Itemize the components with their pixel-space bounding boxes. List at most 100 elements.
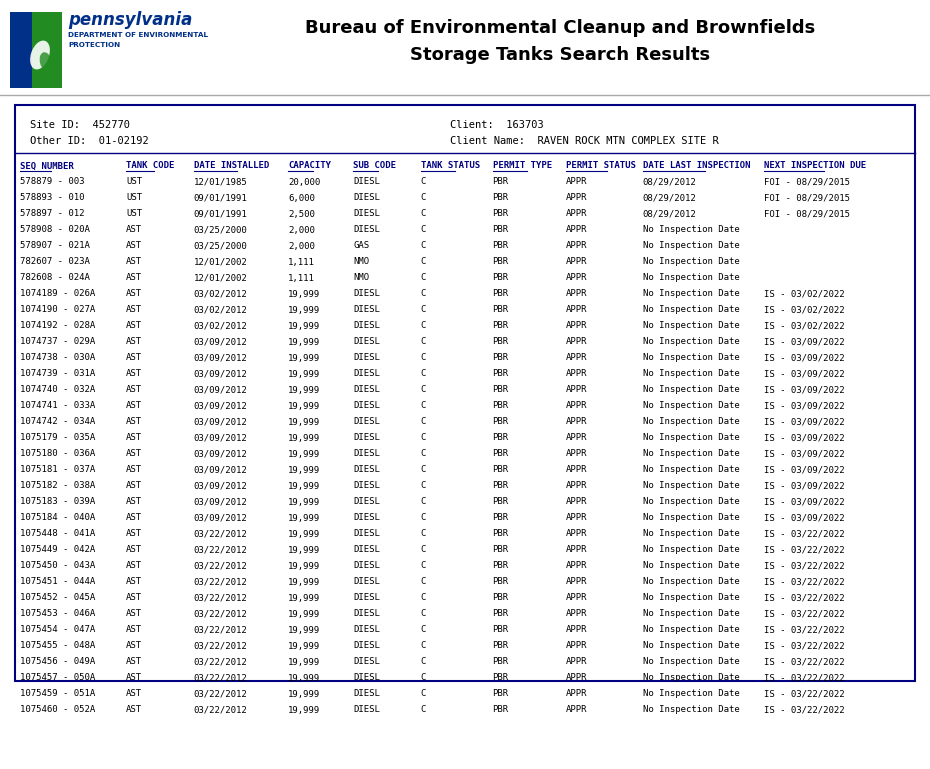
- Text: Storage Tanks Search Results: Storage Tanks Search Results: [410, 46, 711, 64]
- Text: 03/22/2012: 03/22/2012: [193, 610, 247, 618]
- Text: C: C: [420, 465, 426, 474]
- Text: AST: AST: [126, 418, 142, 427]
- Text: IS - 03/09/2022: IS - 03/09/2022: [764, 481, 845, 491]
- Text: AST: AST: [126, 305, 142, 315]
- Text: PBR: PBR: [493, 369, 509, 378]
- Text: PBR: PBR: [493, 690, 509, 698]
- Text: AST: AST: [126, 610, 142, 618]
- Text: APPR: APPR: [566, 674, 588, 683]
- Text: APPR: APPR: [566, 178, 588, 187]
- Text: DIESL: DIESL: [353, 625, 379, 634]
- Text: No Inspection Date: No Inspection Date: [643, 594, 739, 602]
- Text: AST: AST: [126, 274, 142, 282]
- Text: C: C: [420, 194, 426, 202]
- Text: No Inspection Date: No Inspection Date: [643, 514, 739, 522]
- Text: IS - 03/22/2022: IS - 03/22/2022: [764, 594, 845, 602]
- Text: No Inspection Date: No Inspection Date: [643, 289, 739, 298]
- Text: C: C: [420, 225, 426, 235]
- Text: C: C: [420, 338, 426, 347]
- Text: C: C: [420, 354, 426, 362]
- Text: 1074189 - 026A: 1074189 - 026A: [20, 289, 95, 298]
- Text: 03/22/2012: 03/22/2012: [193, 545, 247, 554]
- Text: No Inspection Date: No Inspection Date: [643, 305, 739, 315]
- Text: PBR: PBR: [493, 434, 509, 442]
- Text: IS - 03/09/2022: IS - 03/09/2022: [764, 450, 845, 458]
- Text: 08/29/2012: 08/29/2012: [643, 209, 697, 218]
- Text: 03/09/2012: 03/09/2012: [193, 354, 247, 362]
- Text: No Inspection Date: No Inspection Date: [643, 354, 739, 362]
- Text: AST: AST: [126, 321, 142, 331]
- Text: No Inspection Date: No Inspection Date: [643, 625, 739, 634]
- Text: No Inspection Date: No Inspection Date: [643, 578, 739, 587]
- Text: 03/02/2012: 03/02/2012: [193, 289, 247, 298]
- Text: PBR: PBR: [493, 674, 509, 683]
- Text: AST: AST: [126, 545, 142, 554]
- Text: IS - 03/09/2022: IS - 03/09/2022: [764, 514, 845, 522]
- Text: 782608 - 024A: 782608 - 024A: [20, 274, 90, 282]
- Text: AST: AST: [126, 465, 142, 474]
- Text: 578879 - 003: 578879 - 003: [20, 178, 85, 187]
- Text: 03/25/2000: 03/25/2000: [193, 225, 247, 235]
- Text: PBR: PBR: [493, 625, 509, 634]
- Text: 19,999: 19,999: [288, 465, 321, 474]
- Text: 19,999: 19,999: [288, 625, 321, 634]
- Text: 19,999: 19,999: [288, 545, 321, 554]
- Text: No Inspection Date: No Inspection Date: [643, 545, 739, 554]
- Text: 03/25/2000: 03/25/2000: [193, 241, 247, 251]
- Text: 1075449 - 042A: 1075449 - 042A: [20, 545, 95, 554]
- Text: PBR: PBR: [493, 450, 509, 458]
- Text: PROTECTION: PROTECTION: [68, 42, 120, 48]
- Text: DIESL: DIESL: [353, 385, 379, 394]
- Text: DEPARTMENT OF ENVIRONMENTAL: DEPARTMENT OF ENVIRONMENTAL: [68, 32, 208, 38]
- Text: 1075184 - 040A: 1075184 - 040A: [20, 514, 95, 522]
- Text: C: C: [420, 289, 426, 298]
- Text: IS - 03/02/2022: IS - 03/02/2022: [764, 305, 845, 315]
- Text: PBR: PBR: [493, 194, 509, 202]
- Text: No Inspection Date: No Inspection Date: [643, 561, 739, 571]
- Text: C: C: [420, 418, 426, 427]
- Text: No Inspection Date: No Inspection Date: [643, 657, 739, 667]
- Text: 09/01/1991: 09/01/1991: [193, 194, 247, 202]
- Text: DATE LAST INSPECTION: DATE LAST INSPECTION: [643, 161, 751, 171]
- Text: DIESL: DIESL: [353, 321, 379, 331]
- Text: 03/22/2012: 03/22/2012: [193, 594, 247, 602]
- Text: APPR: APPR: [566, 209, 588, 218]
- Text: No Inspection Date: No Inspection Date: [643, 434, 739, 442]
- Text: PBR: PBR: [493, 401, 509, 411]
- Text: C: C: [420, 690, 426, 698]
- Text: APPR: APPR: [566, 305, 588, 315]
- Text: 19,999: 19,999: [288, 289, 321, 298]
- Text: 19,999: 19,999: [288, 401, 321, 411]
- Text: DIESL: DIESL: [353, 594, 379, 602]
- Text: 19,999: 19,999: [288, 514, 321, 522]
- Text: DIESL: DIESL: [353, 178, 379, 187]
- Text: 03/22/2012: 03/22/2012: [193, 690, 247, 698]
- Text: PERMIT TYPE: PERMIT TYPE: [493, 161, 551, 171]
- Text: No Inspection Date: No Inspection Date: [643, 530, 739, 538]
- Text: DIESL: DIESL: [353, 705, 379, 714]
- Text: APPR: APPR: [566, 561, 588, 571]
- Text: C: C: [420, 450, 426, 458]
- Text: PBR: PBR: [493, 385, 509, 394]
- Text: C: C: [420, 401, 426, 411]
- Text: TANK CODE: TANK CODE: [126, 161, 175, 171]
- Text: PBR: PBR: [493, 209, 509, 218]
- Text: No Inspection Date: No Inspection Date: [643, 498, 739, 507]
- Text: DIESL: DIESL: [353, 690, 379, 698]
- Text: 1075183 - 039A: 1075183 - 039A: [20, 498, 95, 507]
- Text: DIESL: DIESL: [353, 338, 379, 347]
- Text: SUB CODE: SUB CODE: [353, 161, 396, 171]
- Text: AST: AST: [126, 225, 142, 235]
- Text: PBR: PBR: [493, 514, 509, 522]
- Text: C: C: [420, 385, 426, 394]
- Text: UST: UST: [126, 194, 142, 202]
- Text: No Inspection Date: No Inspection Date: [643, 641, 739, 651]
- Text: APPR: APPR: [566, 385, 588, 394]
- Text: FOI - 08/29/2015: FOI - 08/29/2015: [764, 194, 850, 202]
- Text: 1075182 - 038A: 1075182 - 038A: [20, 481, 95, 491]
- Text: APPR: APPR: [566, 194, 588, 202]
- Text: 1075450 - 043A: 1075450 - 043A: [20, 561, 95, 571]
- Text: 1075451 - 044A: 1075451 - 044A: [20, 578, 95, 587]
- Text: NEXT INSPECTION DUE: NEXT INSPECTION DUE: [764, 161, 867, 171]
- Text: APPR: APPR: [566, 514, 588, 522]
